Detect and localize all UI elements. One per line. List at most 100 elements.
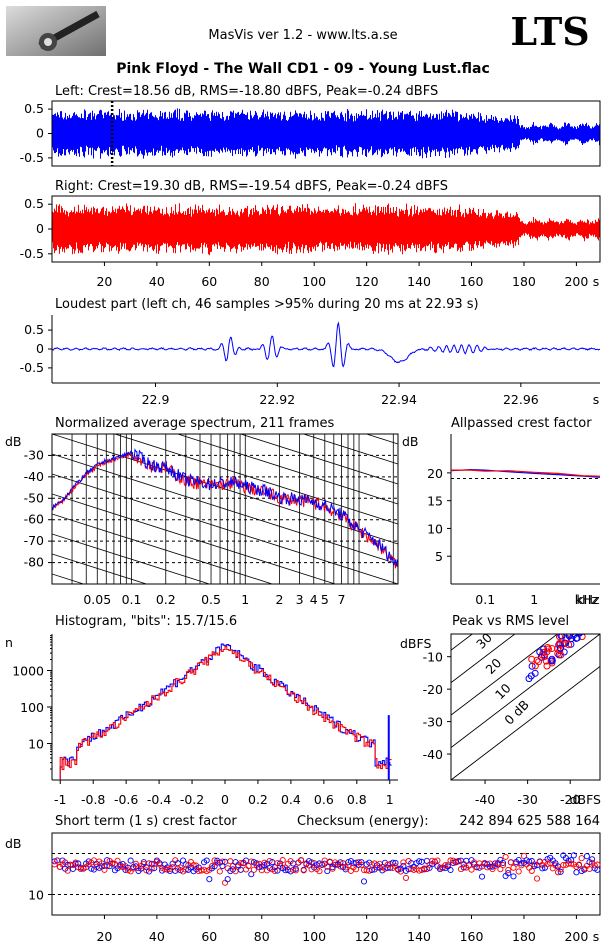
x-tick-label: 2	[276, 592, 284, 607]
crest-point	[444, 861, 451, 868]
crest-point	[460, 864, 467, 871]
crest-point	[206, 876, 213, 883]
spectrum-slope-line	[52, 314, 398, 424]
crest-point	[447, 866, 454, 874]
crest-point	[534, 875, 541, 882]
crest-point	[222, 879, 229, 886]
y-tick-label: -40	[423, 747, 443, 762]
peak-rms-title: Peak vs RMS level	[452, 614, 569, 629]
peak-rms-point	[583, 625, 589, 631]
x-tick-label: 22.96	[503, 392, 539, 407]
peak-rms-point	[570, 626, 576, 632]
x-tick-label: 120	[355, 929, 379, 944]
x-tick-label: 20	[96, 274, 112, 289]
crest-diagonal	[451, 665, 600, 780]
crest-point	[528, 867, 535, 874]
spectrum-slope-line	[52, 434, 398, 545]
crest-point	[478, 873, 486, 880]
x-tick-label: 180	[512, 274, 536, 289]
crest-point	[279, 857, 286, 864]
y-tick-label: 0	[36, 126, 44, 141]
y-tick-label: -30	[24, 447, 44, 462]
x-tick-label: 0.4	[281, 792, 301, 807]
app-title: MasVis ver 1.2 - www.lts.a.se	[208, 28, 397, 43]
crest-point	[499, 862, 507, 869]
y-tick-label: 10	[427, 521, 443, 536]
crest-point	[232, 868, 239, 875]
spectrum-ylabel: dB	[5, 434, 22, 449]
crest-point	[492, 860, 499, 867]
crest-point	[51, 858, 58, 865]
crest-point	[589, 856, 596, 863]
crest-diagonal-label: 0 dB	[501, 697, 532, 728]
peak-rms-point	[575, 634, 581, 636]
x-unit-label: s	[593, 929, 600, 944]
y-tick-label: -10	[423, 650, 443, 665]
crest-point	[557, 866, 564, 873]
crest-point	[114, 857, 121, 864]
spectrum-slope-line	[52, 473, 398, 584]
crest-point	[219, 858, 226, 865]
crest-point	[360, 878, 368, 885]
x-tick-label: -20	[560, 792, 580, 807]
x-tick-label: 200	[564, 929, 588, 944]
peak-rms-point	[543, 648, 551, 656]
x-tick-label: 20	[96, 929, 112, 944]
spectrum-slope-line	[52, 654, 398, 764]
crest-point	[353, 866, 360, 873]
peak-rms-ylabel: dBFS	[400, 636, 431, 651]
crest-point	[387, 864, 394, 871]
x-tick-label: 0.5	[201, 592, 221, 607]
x-tick-label: 140	[407, 929, 431, 944]
right-waveform-trace	[52, 203, 600, 256]
y-tick-label: -0.5	[20, 150, 44, 165]
crest-point	[237, 860, 244, 867]
crest-point	[151, 865, 158, 872]
x-tick-label: -1	[54, 792, 66, 807]
peak-rms-point	[528, 662, 536, 670]
spectrum-slope-line	[176, 434, 398, 505]
crest-point	[64, 867, 71, 874]
y-tick-label: 5	[435, 549, 443, 564]
peak-rms-point	[533, 656, 541, 664]
crest-diagonal	[451, 634, 600, 749]
peak-rms-point	[580, 618, 586, 624]
x-tick-label: 160	[460, 274, 484, 289]
x-tick-label: 160	[460, 929, 484, 944]
crest-point	[594, 861, 601, 868]
x-tick-label: 0.2	[248, 792, 268, 807]
peak-rms-point	[548, 657, 556, 665]
y-tick-label: -0.5	[20, 360, 44, 375]
histogram-title: Histogram, "bits": 15.7/15.6	[55, 614, 237, 629]
peak-rms-point	[528, 655, 536, 663]
crest-point	[502, 853, 509, 860]
loudest-part-title: Loudest part (left ch, 46 samples >95% d…	[55, 297, 479, 312]
x-tick-label: 60	[201, 929, 217, 944]
x-unit-label: kHz	[576, 592, 600, 607]
crest-point	[570, 852, 577, 859]
crest-point	[515, 868, 522, 875]
x-unit-label: s	[593, 392, 600, 407]
crest-point	[507, 859, 514, 866]
spectrum-slope-line	[52, 573, 85, 584]
left-waveform-title: Left: Crest=18.56 dB, RMS=-18.80 dBFS, P…	[55, 84, 438, 99]
x-tick-label: -0.6	[114, 792, 138, 807]
peak-rms-frame	[450, 633, 601, 781]
right-waveform-title: Right: Crest=19.30 dB, RMS=-19.54 dBFS, …	[55, 179, 448, 194]
x-tick-label: 40	[149, 274, 165, 289]
y-tick-label: -30	[423, 715, 443, 730]
crest-point	[499, 859, 507, 866]
x-tick-label: 0.05	[83, 592, 111, 607]
crest-point	[77, 866, 84, 873]
crest-point	[104, 857, 111, 864]
crest-point	[400, 859, 407, 866]
allpass-crest-title: Allpassed crest factor	[451, 416, 592, 431]
y-tick-label: -20	[423, 682, 443, 697]
x-tick-label: 22.9	[142, 392, 170, 407]
histogram-right-trace	[59, 646, 392, 781]
histogram-left-trace	[59, 643, 392, 781]
crest-point	[321, 857, 328, 864]
crest-point	[337, 859, 344, 866]
crest-point	[402, 874, 410, 881]
